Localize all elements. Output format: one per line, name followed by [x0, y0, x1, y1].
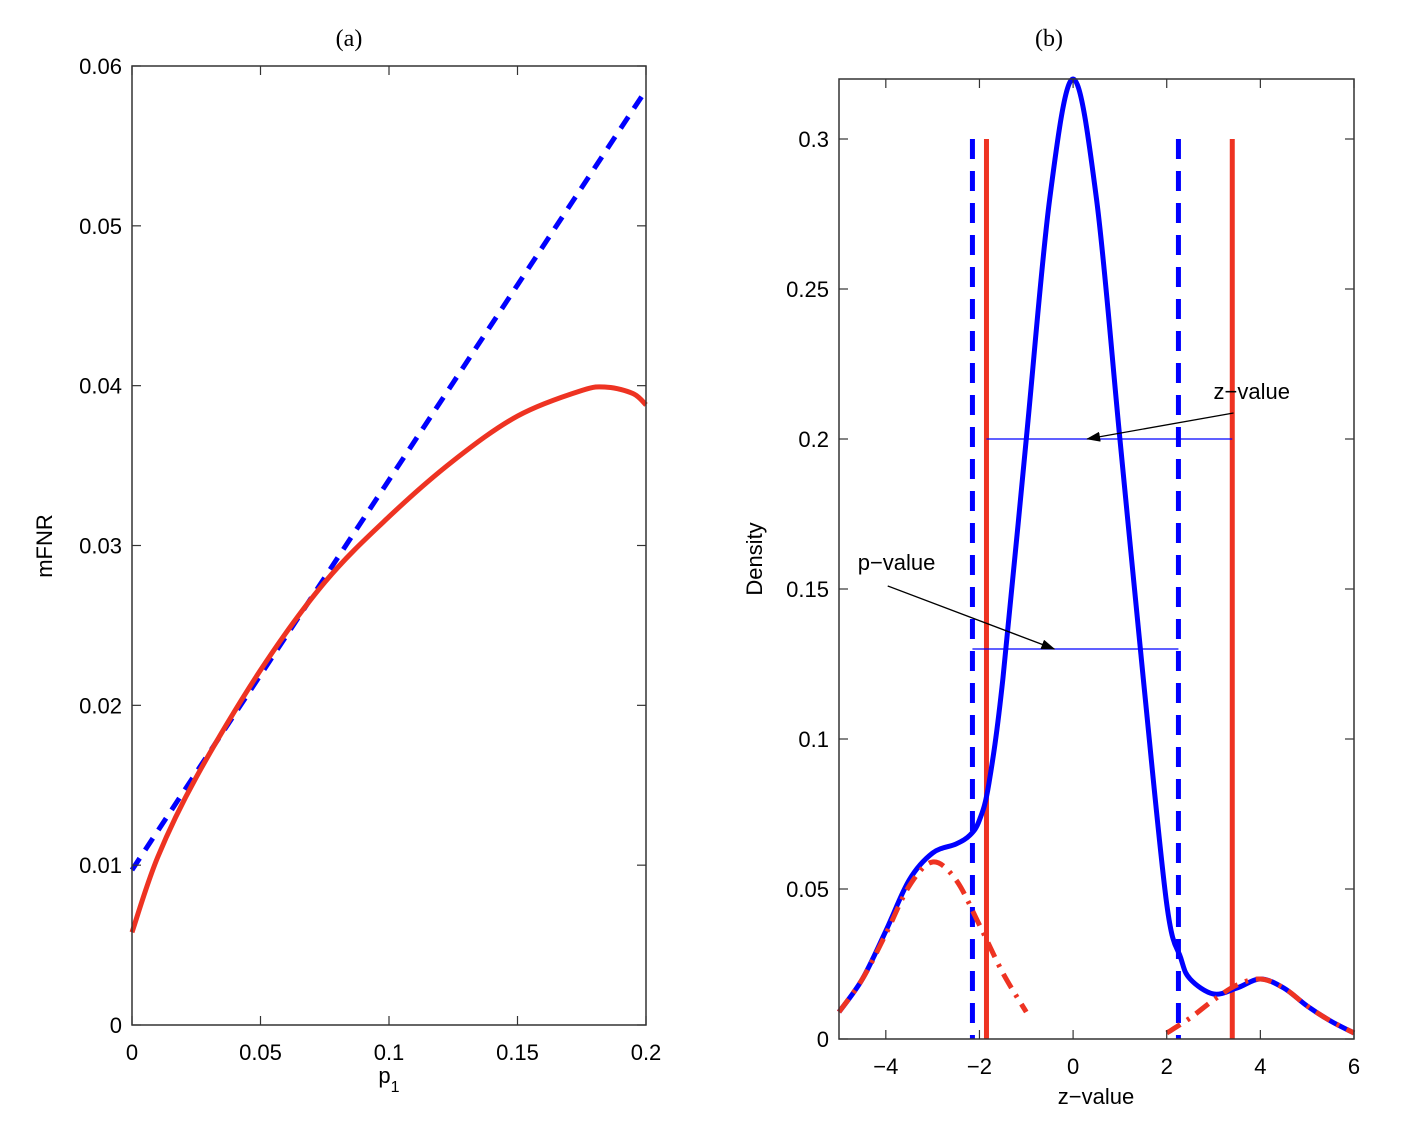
x-tick-label: 0.1 — [374, 1040, 405, 1065]
x-tick-label: 0 — [126, 1040, 138, 1065]
panel-b-ticks: −4 −2 0 2 4 6 0 0.05 0.1 0.15 0.2 0.25 0.3 — [786, 79, 1360, 1079]
panel-b-ylabel: Density — [742, 522, 767, 595]
x-tick-label: 6 — [1348, 1054, 1360, 1079]
series-red-solid — [129, 384, 648, 934]
y-tick-label: 0.06 — [79, 54, 122, 79]
panel-b-axes-box — [838, 78, 1355, 1040]
x-tick-label: 4 — [1254, 1054, 1266, 1079]
x-tick-label: 2 — [1161, 1054, 1173, 1079]
panel-a-xlabel: p1 — [378, 1063, 399, 1096]
panel-b-title: (b) — [1035, 26, 1063, 52]
p-value-annotation-arrow-icon — [887, 585, 1056, 650]
panel-a: (a) 0 0.05 0.1 0.15 0.2 0 0.01 0.02 0.03 0.04 0.05… — [32, 26, 661, 1096]
y-tick-label: 0.03 — [79, 534, 122, 559]
panel-b-threshold-lines — [969, 139, 1235, 1039]
y-tick-label: 0.3 — [798, 127, 829, 152]
panel-a-title: (a) — [336, 26, 363, 52]
series-right-alternative-component — [1165, 976, 1356, 1036]
y-tick-label: 0.1 — [798, 727, 829, 752]
panel-a-axes-box — [131, 65, 647, 1026]
panel-a-ticks: 0 0.05 0.1 0.15 0.2 0 0.01 0.02 0.03 0.04 0.05 0.06 — [79, 54, 661, 1065]
z-value-annotation-arrow-icon — [1086, 412, 1234, 442]
y-tick-label: 0.04 — [79, 374, 122, 399]
y-tick-label: 0.2 — [798, 427, 829, 452]
series-mixture-density — [836, 76, 1356, 1036]
x-tick-label: 0.2 — [631, 1040, 662, 1065]
y-tick-label: 0.25 — [786, 277, 829, 302]
panel-b-annotations: z−value p−value — [858, 379, 1290, 650]
z-value-annotation-label: z−value — [1214, 379, 1290, 404]
y-tick-label: 0 — [110, 1013, 122, 1038]
y-tick-label: 0.05 — [786, 877, 829, 902]
y-tick-label: 0.15 — [786, 577, 829, 602]
panel-a-xlabel-subscript: 1 — [391, 1079, 400, 1096]
x-tick-label: −4 — [873, 1054, 898, 1079]
panel-b-xlabel: z−value — [1058, 1084, 1134, 1109]
panel-b-curves — [836, 76, 1356, 1036]
panel-a-curves — [129, 88, 649, 934]
y-tick-label: 0.01 — [79, 853, 122, 878]
panel-a-xlabel-main: p — [378, 1063, 390, 1088]
y-tick-label: 0 — [817, 1027, 829, 1052]
panel-b: (b) z−value p−value −4 −2 0 2 4 6 0 0.05 0.1 0.15 0… — [742, 26, 1360, 1109]
y-tick-label: 0.05 — [79, 214, 122, 239]
x-tick-label: 0.05 — [239, 1040, 282, 1065]
x-tick-label: 0 — [1067, 1054, 1079, 1079]
x-tick-label: 0.15 — [496, 1040, 539, 1065]
series-left-alternative-component — [836, 859, 1029, 1014]
y-tick-label: 0.02 — [79, 693, 122, 718]
panel-a-ylabel: mFNR — [32, 514, 57, 578]
x-tick-label: −2 — [967, 1054, 992, 1079]
p-value-annotation-label: p−value — [858, 550, 936, 575]
